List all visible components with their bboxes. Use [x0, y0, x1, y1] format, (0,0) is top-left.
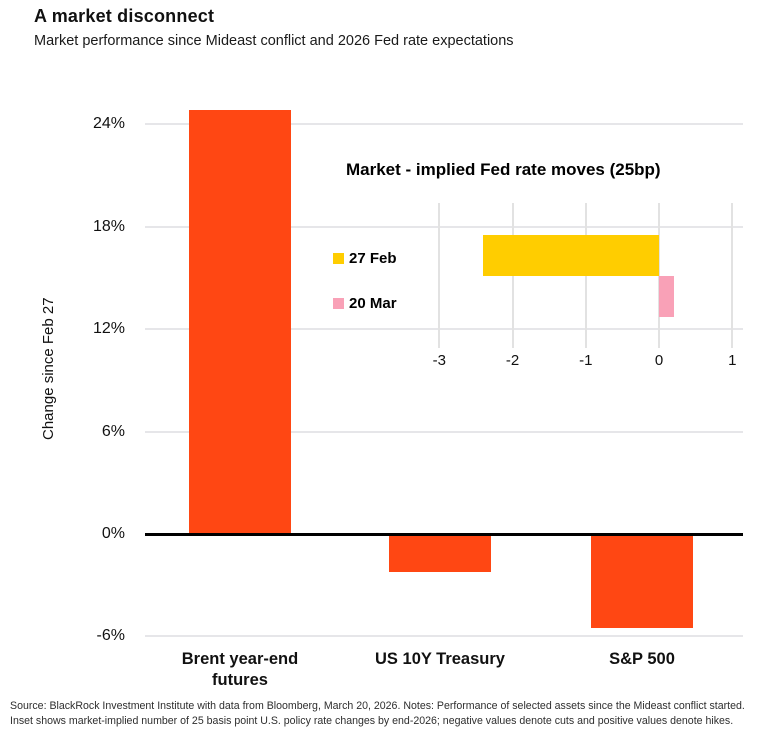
legend-swatch-icon [333, 252, 344, 264]
inset-x-tick-label: 0 [654, 352, 664, 369]
page-subtitle: Market performance since Mideast conflic… [34, 33, 514, 49]
inset-gridline--3 [438, 203, 441, 348]
inset-x-tick-label: 1 [728, 352, 737, 369]
main-gridline-24 [145, 123, 743, 126]
y-tick-label: 0% [101, 525, 125, 542]
bar-s-p-500 [591, 534, 693, 628]
y-tick-label: 24% [92, 115, 125, 133]
y-tick-label: 12% [92, 320, 125, 338]
category-label: S&P 500 [609, 650, 675, 668]
main-gridline-18 [145, 225, 743, 228]
y-tick-label: 6% [101, 422, 125, 440]
source-note: Source: BlackRock Investment Institute w… [10, 700, 745, 727]
zero-baseline [145, 532, 743, 536]
inset-chart-title: Market - implied Fed rate moves (25bp) [346, 160, 661, 179]
inset-bar-27-feb [483, 235, 659, 276]
category-label: US 10Y Treasury [375, 650, 505, 668]
legend-label: 20 Mar [349, 294, 397, 312]
main-gridline-6 [145, 430, 743, 433]
legend-swatch-icon [333, 297, 344, 309]
inset-bar-20-mar [659, 276, 674, 317]
inset-x-tick-label: -1 [579, 352, 593, 369]
bar-us-10y-treasury [389, 534, 491, 572]
inset-gridline-1 [731, 203, 734, 348]
legend-item-20-mar: 20 Mar [333, 294, 397, 312]
inset-gridline-0 [658, 203, 660, 348]
legend-item-27-feb: 27 Feb [333, 249, 397, 267]
page-title: A market disconnect [34, 6, 215, 26]
inset-x-tick-label: -3 [432, 352, 446, 369]
legend-label: 27 Feb [349, 249, 397, 267]
y-axis-label: Change since Feb 27 [40, 297, 57, 440]
inset-x-tick-label: -2 [505, 352, 520, 369]
category-label: Brent year-end futures [181, 650, 299, 689]
y-tick-label: 18% [92, 217, 125, 235]
main-gridline--6 [145, 635, 743, 638]
main-gridline-12 [145, 328, 743, 331]
y-tick-label: -6% [96, 627, 125, 645]
bar-brent-year-end-futures [189, 110, 291, 534]
